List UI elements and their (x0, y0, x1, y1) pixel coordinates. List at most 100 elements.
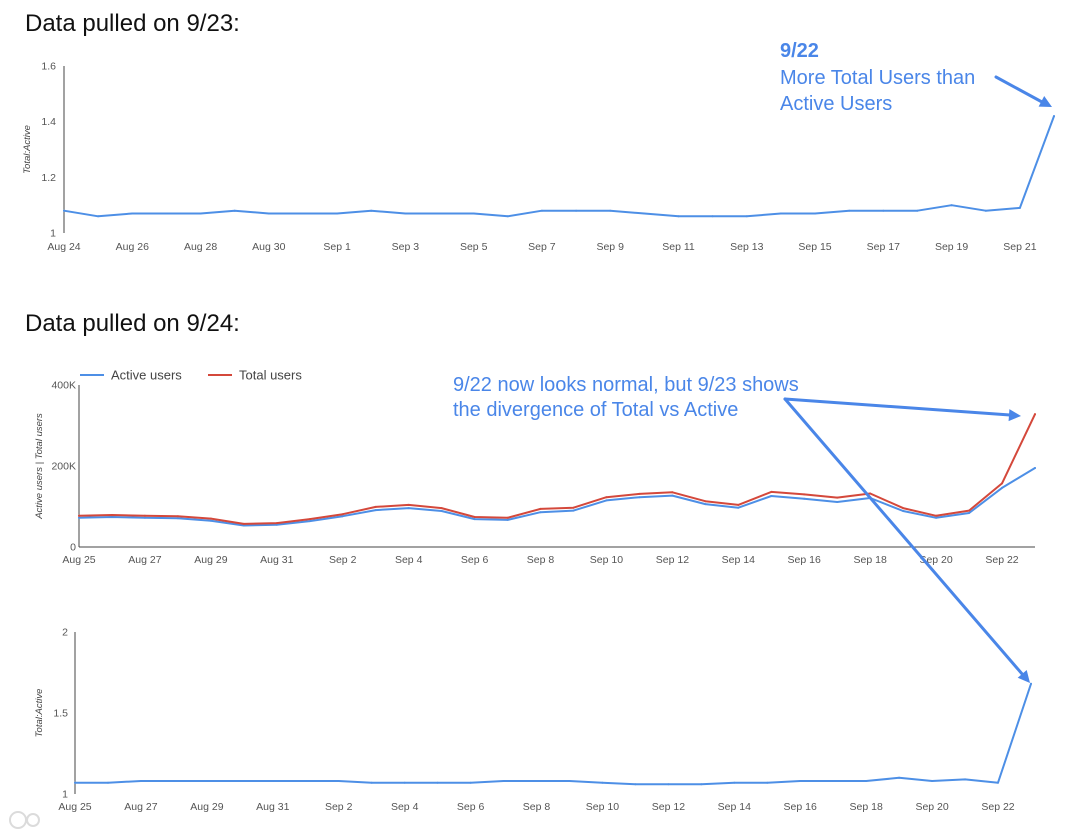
data-point (745, 215, 748, 218)
data-point-total-users (968, 509, 971, 512)
x-tick-label: Sep 17 (867, 241, 900, 253)
x-tick-label: Sep 22 (985, 554, 1018, 566)
data-point-total-users (275, 522, 278, 525)
y-tick-label: 1.5 (53, 708, 68, 720)
data-point-total-users (506, 516, 509, 519)
x-tick-label: Sep 16 (784, 801, 817, 813)
data-point (469, 781, 472, 784)
data-point-active-users (572, 509, 575, 512)
annotation-arrowhead-to-chart-2 (1008, 409, 1021, 422)
data-point (233, 209, 236, 212)
watermark-logo (9, 811, 40, 829)
data-point-total-users (242, 522, 245, 525)
watermark-ring-icon (26, 813, 40, 827)
y-tick-label: 400K (51, 380, 76, 392)
x-tick-label: Sep 18 (850, 801, 883, 813)
data-point-total-users (902, 507, 905, 510)
data-point (568, 780, 571, 782)
data-point (271, 780, 274, 782)
watermark-ring-icon (9, 811, 27, 829)
x-tick-label: Aug 25 (58, 801, 91, 813)
data-point (848, 209, 851, 212)
chart-3: 1 1.5 2 Aug 25 Aug 27 Aug 29 Aug 31 Sep 2 Sep 4 S… (34, 627, 1032, 813)
data-point-total-users (143, 514, 146, 517)
data-point (370, 209, 373, 212)
data-point (882, 209, 885, 212)
data-point-active-users (902, 510, 905, 512)
data-point (634, 783, 637, 786)
data-point-total-users (111, 514, 113, 516)
data-point-total-users (770, 490, 773, 493)
section-title-9-24: Data pulled on 9/24: (25, 310, 240, 337)
data-point (667, 783, 670, 786)
x-tick-label: Sep 20 (915, 801, 948, 813)
x-tick-label: Sep 16 (788, 554, 821, 566)
x-tick-label: Aug 25 (62, 554, 95, 566)
x-tick-label: Sep 6 (457, 801, 485, 813)
data-point (984, 209, 987, 212)
data-point-active-users (143, 516, 146, 519)
x-tick-label: Sep 7 (528, 241, 556, 253)
data-point (506, 215, 509, 218)
data-point (336, 212, 339, 215)
data-point (931, 780, 934, 782)
data-point-active-users (308, 520, 311, 523)
data-point (404, 212, 407, 215)
data-point-total-users (704, 500, 707, 503)
data-point-active-users (111, 516, 113, 518)
data-point-active-users (1034, 467, 1036, 469)
x-tick-label: Sep 21 (1003, 241, 1036, 253)
x-tick-label: Sep 12 (656, 554, 689, 566)
x-tick-label: Sep 4 (395, 554, 423, 566)
data-point-active-users (704, 503, 707, 506)
annotation-arrow-line-to-chart-2 (783, 397, 1012, 417)
data-point-active-users (803, 497, 806, 500)
data-point (63, 209, 65, 212)
series-line-active-users (78, 467, 1036, 527)
annotation-heading: 9/22 (780, 40, 819, 62)
x-tick-label: Sep 3 (392, 241, 420, 253)
annotation-divergence: 9/22 now looks normal, but 9/23 shows th… (453, 374, 1030, 683)
data-point (779, 212, 782, 215)
data-point (950, 204, 953, 207)
y-tick-label: 1 (50, 228, 56, 240)
y-axis-title: Total:Active (34, 689, 45, 738)
annotation-arrow-line (994, 75, 1044, 104)
data-point (535, 780, 538, 782)
data-point-active-users (968, 512, 971, 514)
y-tick-label: 1.4 (41, 116, 56, 128)
data-point-active-users (440, 510, 443, 512)
data-point-total-users (1001, 482, 1003, 485)
data-point-active-users (341, 515, 344, 518)
data-point-active-users (209, 519, 212, 522)
annotation-line-2: the divergence of Total vs Active (453, 399, 738, 421)
x-tick-label: Aug 29 (190, 801, 223, 813)
annotation-arrowhead-to-chart-3 (1017, 670, 1030, 683)
data-point (97, 215, 100, 218)
data-point (205, 780, 208, 782)
annotation-arrow-line-to-chart-3 (783, 397, 1025, 677)
annotation-line-1: More Total Users than (780, 67, 975, 89)
data-point-active-users (935, 516, 938, 519)
data-point-active-users (1001, 486, 1003, 489)
x-tick-label: Aug 24 (47, 241, 80, 253)
series-line (63, 115, 1055, 218)
data-point (733, 781, 736, 784)
y-tick-label: 1.6 (41, 61, 56, 73)
data-point (677, 215, 680, 218)
data-point-total-users (935, 514, 938, 517)
x-tick-label: Sep 12 (652, 801, 685, 813)
data-point-total-users (737, 503, 740, 506)
annotation-9-22: 9/22 More Total Users than Active Users (780, 40, 1052, 115)
data-point-total-users (671, 491, 674, 494)
data-point-active-users (671, 494, 674, 497)
x-tick-label: Sep 14 (718, 801, 751, 813)
y-axis-title: Total:Active (22, 125, 33, 174)
x-tick-label: Sep 14 (722, 554, 755, 566)
x-tick-label: Sep 1 (323, 241, 351, 253)
x-tick-label: Sep 5 (460, 241, 488, 253)
data-point (814, 212, 816, 215)
y-axis-title: Active users | Total users (34, 413, 45, 520)
x-tick-label: Sep 4 (391, 801, 419, 813)
data-point (766, 781, 769, 784)
